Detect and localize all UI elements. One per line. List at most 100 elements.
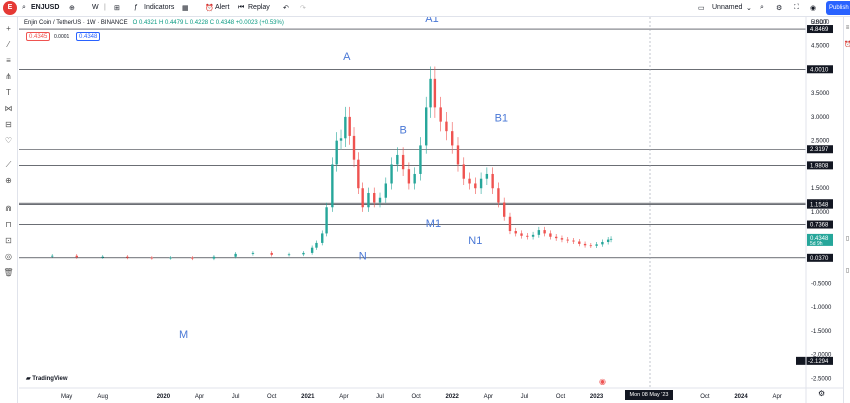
x-tick-label: Apr <box>339 394 348 400</box>
candle-body <box>468 178 471 184</box>
level-badge-label: 4.8469 <box>810 27 829 33</box>
watchlist-icon[interactable]: ≡ <box>845 25 850 31</box>
alert-button[interactable]: Alert <box>215 4 230 11</box>
candle-body <box>491 173 494 189</box>
templates-icon[interactable]: ▦ <box>182 5 189 12</box>
candle-body <box>462 164 465 179</box>
candle-body <box>425 107 428 146</box>
redo-icon[interactable]: ↷ <box>300 5 306 12</box>
x-tick-label: Jul <box>521 394 529 400</box>
candle-type-icon[interactable]: ⊞ <box>114 5 120 12</box>
currency-label[interactable]: USDT <box>811 20 828 26</box>
candle-body <box>609 238 613 240</box>
trend-line-icon[interactable]: ⁄ <box>7 40 10 49</box>
candle-body <box>474 183 477 189</box>
settings-icon[interactable]: ⚙ <box>776 5 783 12</box>
x-tick-label: 2022 <box>446 394 460 400</box>
wave-label: M <box>179 329 188 341</box>
candle-body <box>361 188 364 208</box>
level-badge-label: 0.7368 <box>810 223 829 229</box>
magnet-icon[interactable]: ⋒ <box>5 204 12 213</box>
symbol-button[interactable]: ENJUSD <box>31 4 60 11</box>
x-tick-label: Jul <box>376 394 384 400</box>
candle-body <box>429 78 432 108</box>
level-badge-label: 2.3197 <box>810 147 829 153</box>
lock-icon[interactable]: ⊓ <box>5 220 12 229</box>
ruler-icon[interactable]: ⟋ <box>5 160 12 169</box>
y-tick-label: -0.5000 <box>811 281 832 287</box>
candle-body <box>51 255 54 257</box>
compare-add-icon[interactable]: ⊕ <box>69 5 75 12</box>
buy-price[interactable]: 0.4348 <box>76 32 101 41</box>
fullscreen-icon[interactable]: ⛶ <box>794 4 799 11</box>
y-tick-label: 1.0000 <box>811 210 830 216</box>
lock-drawings-icon[interactable]: ⊡ <box>5 236 12 245</box>
candle-body <box>357 159 360 189</box>
crosshair-icon[interactable]: + <box>6 24 11 33</box>
indicators-icon[interactable]: ƒ <box>134 4 138 11</box>
candle-body <box>497 188 500 203</box>
candle-body <box>75 255 78 258</box>
x-tick-label: 2021 <box>301 394 315 400</box>
y-tick-label: 3.0000 <box>811 115 830 121</box>
candle-body <box>335 140 338 165</box>
layout-name[interactable]: Unnamed <box>712 4 743 11</box>
candle-body <box>310 247 314 253</box>
level-badge-label: 4.0010 <box>810 67 829 73</box>
axis-settings-icon[interactable]: ⚙ <box>818 389 826 398</box>
undo-icon[interactable]: ↶ <box>283 5 289 12</box>
level-badge <box>807 161 833 170</box>
candle-body <box>367 192 370 208</box>
candle-body <box>583 243 587 246</box>
replay-icon[interactable]: ⏮ <box>238 4 245 11</box>
brush-icon[interactable]: ♡ <box>4 136 13 145</box>
candle-body <box>212 256 216 259</box>
replay-button[interactable]: Replay <box>248 4 270 11</box>
horizontal-levels <box>19 28 806 259</box>
search-icon[interactable]: ⌕ <box>760 4 764 11</box>
wave-label: B1 <box>495 113 508 125</box>
publish-button[interactable]: Publish <box>826 1 850 15</box>
alert-icon[interactable]: ⏰ <box>205 5 214 12</box>
candle-body <box>344 116 347 139</box>
sell-price[interactable]: 0.4345 <box>26 32 51 41</box>
magnifier-icon[interactable]: ⌕ <box>22 4 26 11</box>
candle-body <box>549 233 552 237</box>
forecast-icon[interactable]: ⊟ <box>5 120 12 129</box>
candle-body <box>384 183 387 198</box>
horizontal-lines-icon[interactable]: ≡ <box>6 56 11 65</box>
candle-body <box>101 256 104 258</box>
panel-icon[interactable]: ▯ <box>845 236 850 242</box>
pattern-icon[interactable]: ⋈ <box>4 104 13 113</box>
level-badge <box>807 253 833 262</box>
chevron-down-icon[interactable]: ⌄ <box>746 5 752 12</box>
candle-body <box>287 254 291 256</box>
candle-body <box>126 256 129 258</box>
pitchfork-icon[interactable]: ⋔ <box>5 72 12 81</box>
candle-body <box>554 236 558 239</box>
indicators-button[interactable]: Indicators <box>144 4 175 11</box>
y-tick-label: -2.5000 <box>811 376 832 382</box>
y-tick-label: -1.5000 <box>811 329 832 335</box>
interval-button[interactable]: W <box>92 4 99 11</box>
camera-icon[interactable]: ◉ <box>810 5 817 12</box>
x-tick-label: 2023 <box>590 394 604 400</box>
divider: | <box>104 4 106 11</box>
time-axis[interactable]: May Aug 2020 Apr Jul Oct 2021 Apr Jul Oct 2022 Apr J… <box>19 387 850 400</box>
trash-icon[interactable]: 🗑 <box>3 268 14 277</box>
layout-icon[interactable]: ▭ <box>698 5 705 12</box>
price-axis[interactable]: 5.0000 4.5000 3.5000 3.0000 2.5000 1.5000 1.00… <box>796 17 833 403</box>
zoom-in-icon[interactable]: ⊕ <box>5 176 12 185</box>
eye-icon[interactable]: ◎ <box>5 252 12 261</box>
candle-body <box>419 145 422 174</box>
tradingview-logo: ▰ TradingView <box>26 376 68 382</box>
panel-icon-2[interactable]: ▯ <box>845 268 850 274</box>
top-toolbar: E ⌕ ENJUSD ⊕ W | ⊞ ƒ Indicators ▦ ⏰ Aler… <box>0 0 850 17</box>
y-tick-label: 5.0000 <box>811 20 830 26</box>
chart-legend: Enjin Coin / TetherUS · 1W · BINANCE O 0… <box>24 20 284 26</box>
enjin-logo-icon[interactable]: E <box>3 1 17 15</box>
candle-body <box>251 252 255 254</box>
alerts-panel-icon[interactable]: ⏰ <box>844 42 850 48</box>
text-tool-icon[interactable]: T <box>6 88 11 97</box>
